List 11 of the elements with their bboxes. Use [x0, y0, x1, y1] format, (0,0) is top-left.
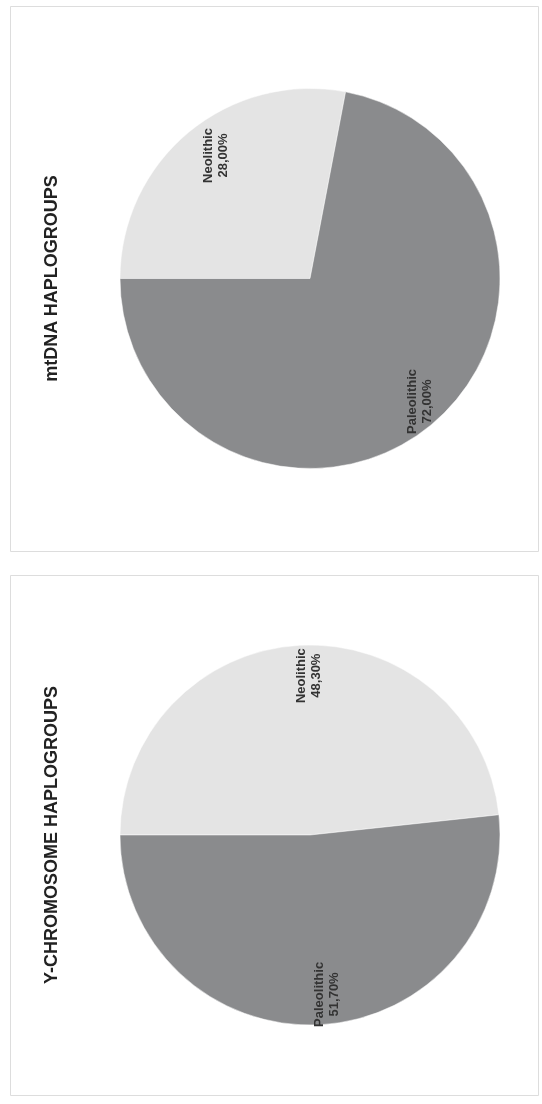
slice-label: Paleolithic: [310, 961, 326, 1027]
pie-slice: [119, 91, 501, 469]
text: Y-CHROMOSOME HAPLOGROUPS: [41, 685, 61, 985]
slice-label: Paleolithic: [403, 368, 419, 434]
text: mtDNA HAPLOGROUPS: [41, 175, 61, 382]
data-label: 28,00%: [215, 133, 231, 178]
data-label: 72,00%: [418, 378, 434, 424]
slice-label: Neolithic: [293, 648, 309, 704]
data-label: 48,30%: [308, 653, 324, 698]
slice-label: Neolithic: [200, 128, 216, 183]
data-label: 51,70%: [325, 971, 341, 1017]
